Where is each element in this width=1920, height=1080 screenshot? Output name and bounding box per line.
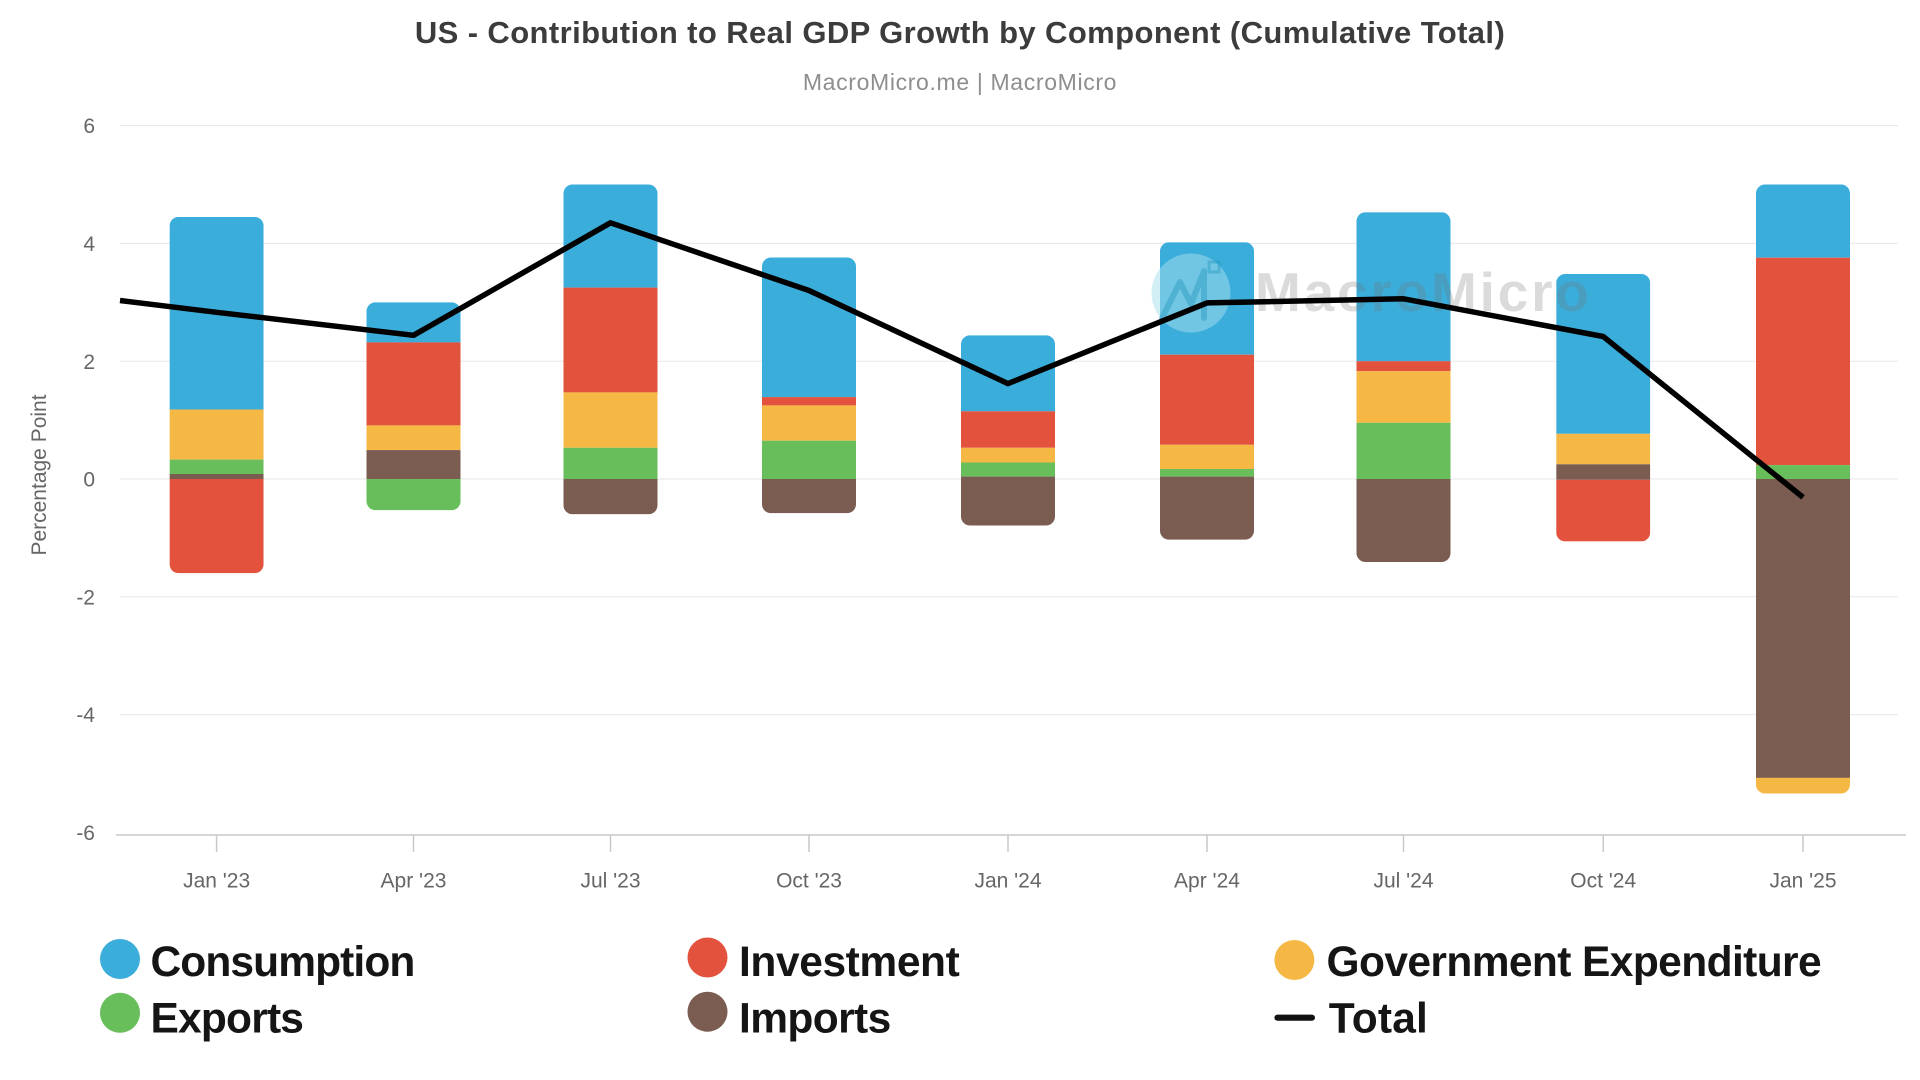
- svg-text:Oct '24: Oct '24: [1570, 870, 1636, 893]
- svg-text:Oct '23: Oct '23: [776, 870, 842, 893]
- svg-text:Consumption: Consumption: [151, 939, 415, 986]
- svg-text:MacroMicro.me | MacroMicro: MacroMicro.me | MacroMicro: [803, 69, 1117, 95]
- svg-text:Government Expenditure: Government Expenditure: [1327, 939, 1822, 986]
- svg-text:US - Contribution to Real GDP: US - Contribution to Real GDP Growth by …: [415, 15, 1505, 50]
- svg-text:Jan '25: Jan '25: [1769, 870, 1836, 893]
- svg-text:Apr '24: Apr '24: [1174, 870, 1240, 893]
- svg-text:2: 2: [83, 351, 95, 374]
- svg-text:Jan '24: Jan '24: [974, 870, 1041, 893]
- svg-text:Imports: Imports: [739, 996, 891, 1043]
- svg-text:Jul '23: Jul '23: [580, 870, 640, 893]
- svg-text:-2: -2: [76, 586, 95, 609]
- svg-text:Apr '23: Apr '23: [381, 870, 447, 893]
- svg-text:4: 4: [83, 233, 95, 256]
- svg-text:Total: Total: [1329, 996, 1428, 1043]
- svg-text:-4: -4: [76, 704, 95, 727]
- svg-text:6: 6: [83, 115, 95, 138]
- svg-text:Percentage Point: Percentage Point: [28, 394, 51, 555]
- svg-text:Exports: Exports: [151, 996, 304, 1043]
- svg-text:Jan '23: Jan '23: [183, 870, 250, 893]
- svg-text:Investment: Investment: [739, 939, 960, 986]
- svg-text:Jul '24: Jul '24: [1373, 870, 1433, 893]
- svg-text:0: 0: [83, 469, 95, 492]
- svg-text:-6: -6: [76, 822, 95, 845]
- svg-text:MacroMicro: MacroMicro: [1255, 261, 1592, 323]
